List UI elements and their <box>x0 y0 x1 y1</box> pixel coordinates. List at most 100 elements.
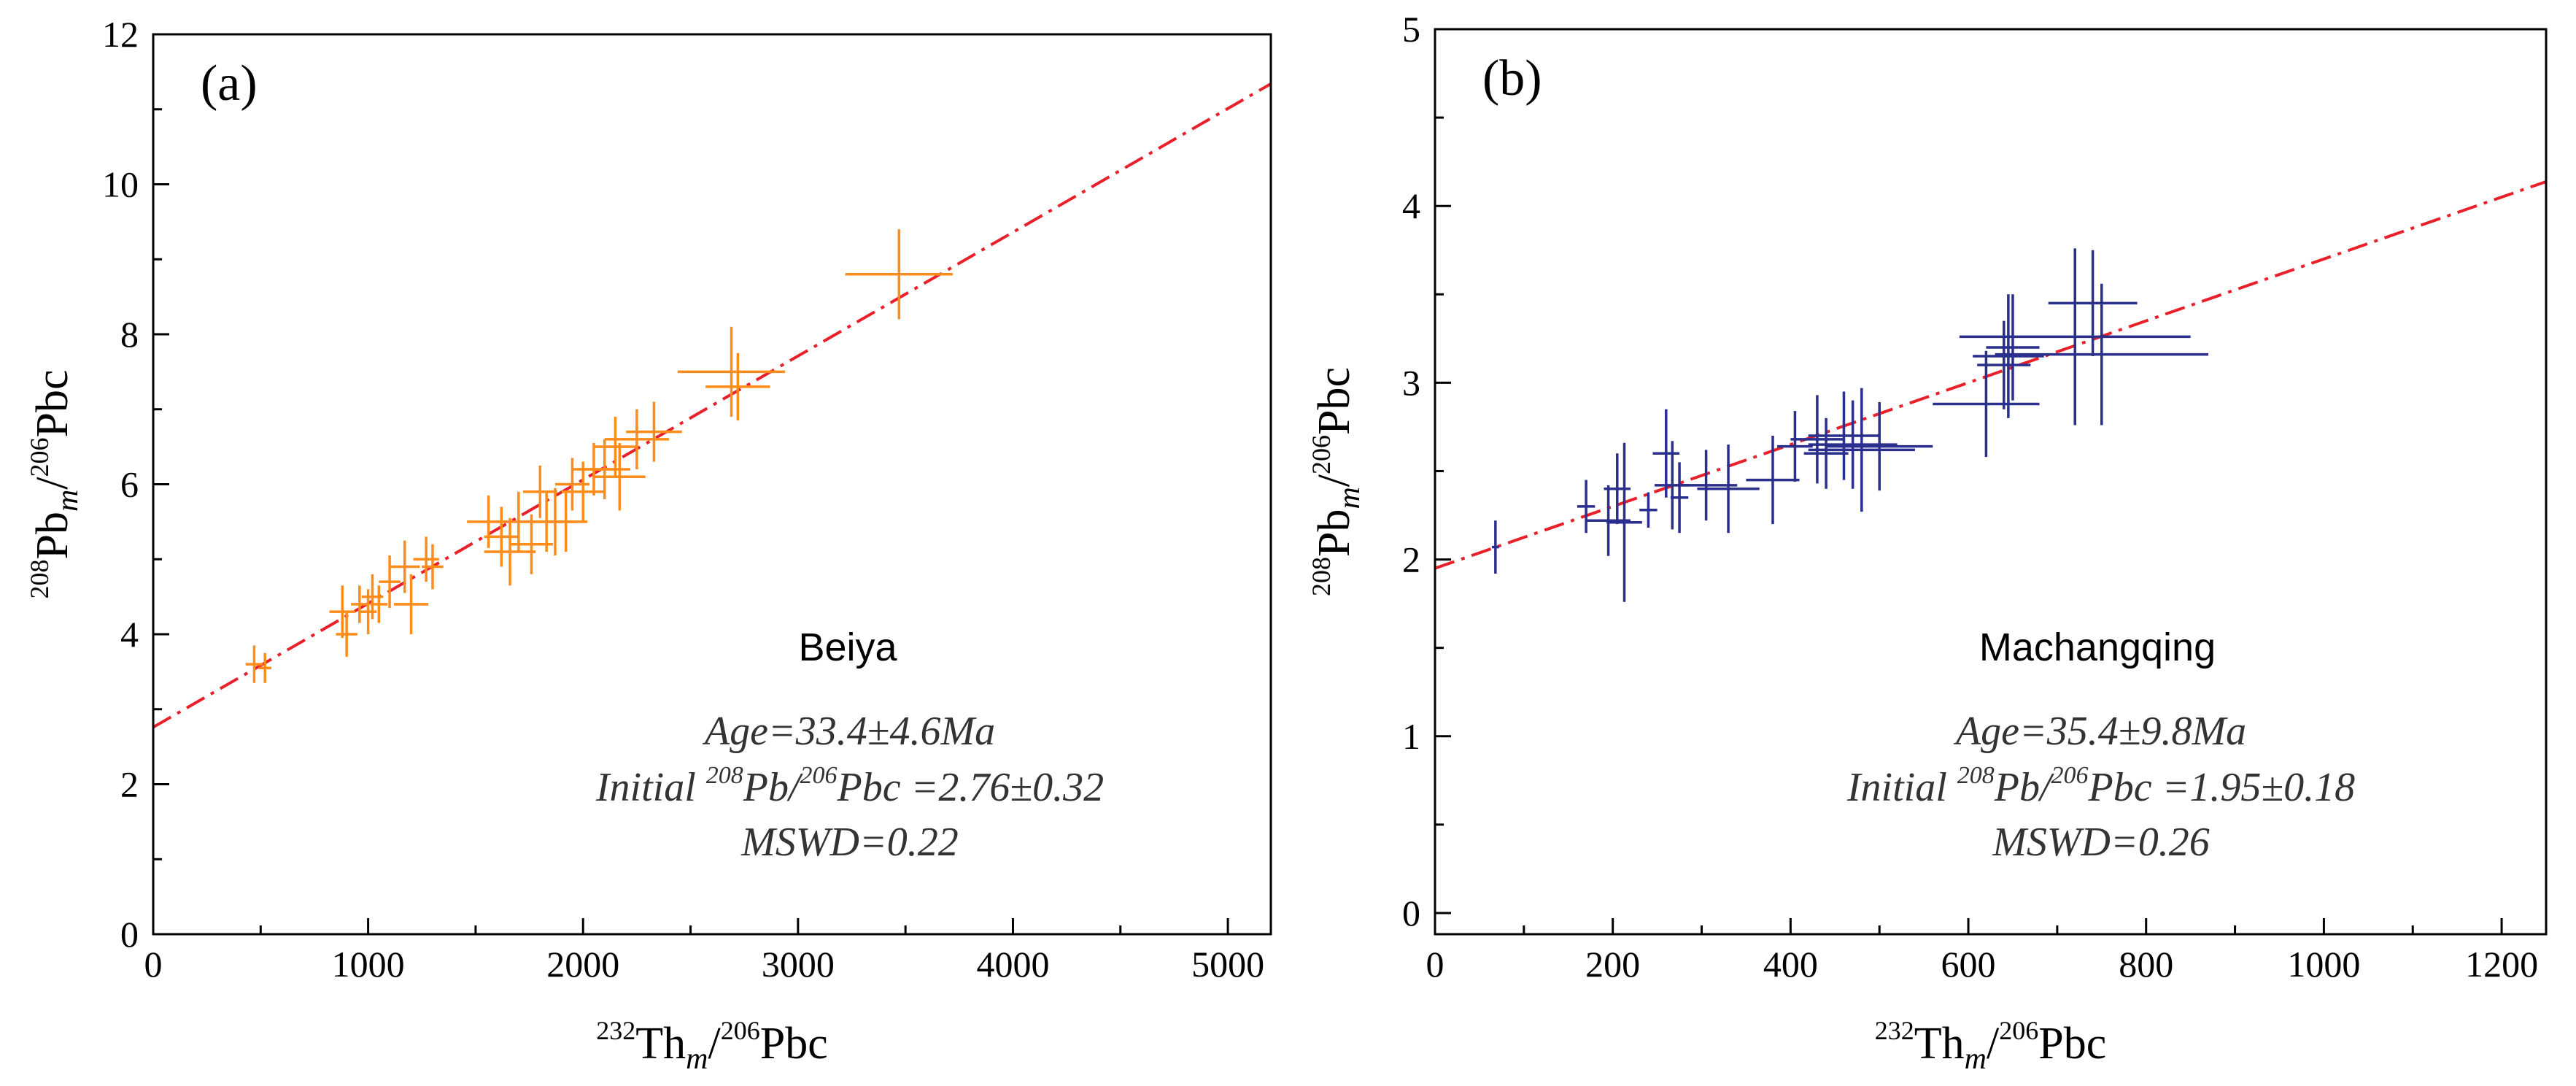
initial-sup1: 208 <box>706 762 743 789</box>
data-point-23 <box>554 458 590 511</box>
y-label-denom: Pbc <box>28 369 77 437</box>
data-point-13 <box>1777 411 1813 482</box>
x-label-base: Th <box>1914 1019 1965 1068</box>
x-label-sub: m <box>1965 1042 1987 1076</box>
data-point-20 <box>1933 350 2040 458</box>
initial-ratio-annotation: Initial 208Pb/206Pbc =1.95±0.18 <box>1846 762 2355 810</box>
x-axis-label: 232Thm/206Pbc <box>1875 1016 2106 1076</box>
x-tick-label: 0 <box>1426 944 1444 985</box>
data-point-2 <box>1577 480 1596 534</box>
y-label-slash: / <box>1310 474 1359 487</box>
data-point-17 <box>1808 400 1898 489</box>
data-point-11 <box>1697 444 1760 534</box>
mswd-annotation: MSWD=0.22 <box>740 820 959 865</box>
y-axis-label: 208Pbm/206Pbc <box>1307 367 1366 596</box>
y-tick-label: 10 <box>102 164 139 205</box>
y-label-sup: 208 <box>25 560 54 599</box>
data-point-22 <box>544 491 588 552</box>
age-annotation: Age=33.4±4.6Ma <box>702 709 995 754</box>
x-tick-label: 3000 <box>762 944 835 985</box>
initial-sup2: 206 <box>800 762 838 789</box>
data-point-29 <box>604 409 670 469</box>
data-point-11 <box>393 574 429 634</box>
y-axis: 0 2 4 6 8 10 12 <box>102 14 169 955</box>
y-label-sup: 208 <box>1307 557 1336 596</box>
y-label-sub: m <box>51 490 85 512</box>
data-point-15 <box>484 507 519 567</box>
mswd-annotation: MSWD=0.26 <box>1992 820 2210 865</box>
y-axis: 0 1 2 3 4 5 <box>1402 9 1451 933</box>
data-point-16 <box>1808 391 1880 480</box>
data-point-9 <box>379 555 401 609</box>
age-annotation: Age=35.4±9.8Ma <box>1953 709 2246 754</box>
data-point-14 <box>1790 395 1844 484</box>
x-label-sup2: 206 <box>1999 1016 2038 1045</box>
plot-frame <box>1434 28 2548 936</box>
x-axis: 0 200 400 600 800 1000 1200 <box>1426 918 2538 985</box>
data-point-1 <box>1491 520 1499 574</box>
regression-line <box>153 82 1271 729</box>
initial-suffix: Pbc =2.76±0.32 <box>837 765 1105 810</box>
x-tick-label: 200 <box>1585 944 1640 985</box>
y-tick-label: 3 <box>1402 362 1420 403</box>
x-tick-label: 1200 <box>2465 944 2538 985</box>
data-point-24 <box>1959 248 2191 425</box>
sample-name: Beiya <box>798 625 897 669</box>
y-label-base: Pb <box>28 512 77 559</box>
initial-sup1: 208 <box>1957 762 1995 789</box>
data-point-12 <box>413 536 439 582</box>
data-point-10 <box>390 540 420 593</box>
data-point-1 <box>245 645 263 683</box>
data-point-24 <box>561 461 605 522</box>
data-point-5 <box>351 585 368 623</box>
data-point-30 <box>626 401 682 462</box>
x-label-sup: 232 <box>596 1016 635 1045</box>
x-axis-label: 232Thm/206Pbc <box>596 1016 827 1076</box>
x-axis: 0 1000 2000 3000 4000 5000 <box>144 918 1264 985</box>
data-point-8 <box>370 585 388 623</box>
x-label-sup2: 206 <box>721 1016 760 1045</box>
data-point-23 <box>1986 294 2040 401</box>
data-point-26 <box>579 439 631 500</box>
x-tick-label: 400 <box>1763 944 1818 985</box>
data-point-7 <box>1652 409 1680 498</box>
data-point-10 <box>1674 450 1738 521</box>
y-tick-label: 2 <box>120 764 139 805</box>
data-points <box>1491 248 2209 602</box>
data-point-18 <box>1808 388 1915 512</box>
y-label-slash: / <box>28 477 77 490</box>
y-tick-label: 4 <box>120 614 139 655</box>
data-point-32 <box>705 353 770 421</box>
panel-a: 0 1000 2000 3000 4000 5000024681012232Thm/206… <box>25 14 1272 1076</box>
x-label-sub: m <box>686 1042 708 1076</box>
data-point-26 <box>1995 283 2209 425</box>
x-label-slash: / <box>708 1019 721 1068</box>
data-point-19 <box>1826 402 1933 491</box>
initial-mid: Pb/ <box>1994 765 2054 810</box>
data-point-22 <box>1973 294 2044 418</box>
data-point-25 <box>2048 250 2138 357</box>
x-tick-label: 600 <box>1941 944 1996 985</box>
data-point-9 <box>1670 462 1689 534</box>
data-point-2 <box>258 652 272 683</box>
x-label-slash: / <box>1987 1019 2000 1068</box>
data-point-4 <box>1604 453 1631 525</box>
x-tick-label: 1000 <box>2287 944 2360 985</box>
y-tick-label: 0 <box>120 914 139 955</box>
x-tick-label: 2000 <box>546 944 619 985</box>
y-tick-label: 5 <box>1402 9 1420 50</box>
initial-prefix: Initial <box>595 765 706 810</box>
initial-ratio-annotation: Initial 208Pb/206Pbc =2.76±0.32 <box>595 762 1104 810</box>
panel-label: (a) <box>201 55 258 112</box>
y-tick-label: 6 <box>120 464 139 505</box>
data-point-31 <box>677 326 786 417</box>
initial-suffix: Pbc =1.95±0.18 <box>2088 765 2356 810</box>
initial-sup2: 206 <box>2051 762 2089 789</box>
data-point-6 <box>1639 492 1658 528</box>
regression-line <box>1435 180 2546 570</box>
y-tick-label: 0 <box>1402 893 1420 933</box>
data-point-5 <box>1606 442 1642 602</box>
x-tick-label: 800 <box>2119 944 2173 985</box>
